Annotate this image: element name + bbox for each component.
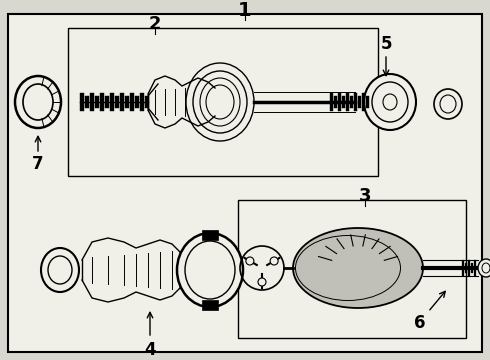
Ellipse shape	[270, 257, 278, 265]
Bar	[115, 96, 119, 108]
Bar	[140, 93, 144, 111]
Ellipse shape	[440, 95, 456, 113]
Bar	[135, 96, 139, 108]
Bar	[474, 260, 476, 276]
Text: 3: 3	[359, 187, 371, 205]
Bar	[85, 96, 89, 108]
Bar	[110, 93, 114, 111]
Text: 4: 4	[144, 341, 156, 359]
Bar	[68, 28, 378, 176]
Bar	[362, 93, 365, 111]
Text: 5: 5	[380, 35, 392, 53]
Bar	[346, 93, 349, 111]
Ellipse shape	[482, 263, 490, 273]
Ellipse shape	[383, 94, 397, 110]
Bar	[471, 263, 473, 273]
Bar	[145, 96, 149, 108]
Ellipse shape	[293, 228, 423, 308]
Bar	[354, 93, 357, 111]
Bar	[330, 93, 333, 111]
Bar	[350, 96, 353, 108]
Ellipse shape	[186, 63, 254, 141]
Bar	[105, 96, 109, 108]
Ellipse shape	[364, 74, 416, 130]
Bar	[120, 93, 124, 111]
Ellipse shape	[177, 233, 243, 307]
Bar	[366, 96, 369, 108]
Ellipse shape	[434, 89, 462, 119]
Bar	[95, 96, 99, 108]
Bar	[334, 96, 337, 108]
Ellipse shape	[478, 259, 490, 277]
Text: 6: 6	[414, 314, 426, 332]
Bar	[465, 263, 467, 273]
Bar	[468, 260, 470, 276]
Ellipse shape	[41, 248, 79, 292]
Text: 7: 7	[32, 155, 44, 173]
Ellipse shape	[23, 84, 53, 120]
Ellipse shape	[185, 241, 235, 299]
Bar	[202, 300, 218, 310]
Bar	[125, 96, 129, 108]
Bar	[90, 93, 94, 111]
Ellipse shape	[246, 257, 254, 265]
Text: 1: 1	[238, 0, 252, 19]
Bar	[462, 260, 464, 276]
Ellipse shape	[48, 256, 72, 284]
Bar	[100, 93, 104, 111]
Bar	[338, 93, 341, 111]
Bar	[80, 93, 84, 111]
Bar	[130, 93, 134, 111]
Ellipse shape	[258, 278, 266, 286]
Bar	[202, 230, 218, 240]
Text: 2: 2	[149, 15, 161, 33]
Ellipse shape	[372, 82, 408, 122]
Bar	[358, 96, 361, 108]
Bar	[342, 96, 345, 108]
Bar	[238, 200, 466, 338]
